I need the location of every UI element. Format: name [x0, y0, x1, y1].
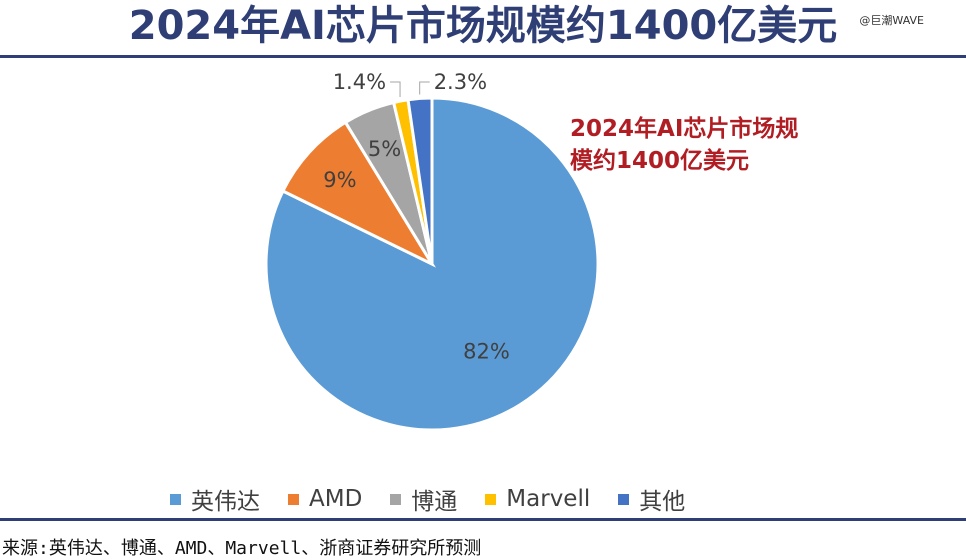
chart-title: 2024年AI芯片市场规模约1400亿美元	[128, 3, 838, 49]
legend-item-marvell: Marvell	[485, 486, 590, 512]
data-label: 9%	[323, 168, 356, 192]
leader-line	[390, 81, 401, 98]
legend-label: 其他	[639, 489, 686, 515]
data-label: 5%	[368, 137, 401, 161]
legend-swatch	[170, 493, 181, 505]
legend-label: 英伟达	[191, 489, 260, 515]
chart-legend: 英伟达 AMD 博通 Marvell 其他	[170, 482, 685, 516]
slice-amd	[280, 120, 436, 268]
annotation-line-2: 模约1400亿美元	[570, 148, 750, 174]
pie-chart: 82% 9% 5% 1.4% 2.3%	[264, 70, 600, 432]
leader-line	[419, 81, 430, 95]
legend-item-nvidia: 英伟达	[170, 482, 260, 516]
data-label: 1.4%	[333, 70, 386, 94]
annotation-line-1: 2024年AI芯片市场规	[570, 116, 799, 142]
legend-item-broadcom: 博通	[390, 482, 457, 516]
top-divider	[0, 55, 966, 58]
bottom-divider	[0, 518, 966, 521]
legend-item-other: 其他	[618, 482, 685, 516]
slice-nvidia	[264, 96, 600, 432]
source-note: 来源:英伟达、博通、AMD、Marvell、浙商证券研究所预测	[2, 538, 482, 559]
data-label: 82%	[463, 339, 510, 363]
legend-label: Marvell	[506, 486, 591, 512]
legend-swatch	[288, 493, 299, 505]
legend-swatch	[485, 493, 497, 505]
legend-swatch	[618, 493, 630, 505]
slice-other	[406, 96, 434, 265]
legend-swatch	[390, 493, 402, 505]
data-label: 2.3%	[434, 70, 487, 94]
legend-label: 博通	[411, 489, 458, 515]
chart-annotation: 2024年AI芯片市场规 模约1400亿美元	[570, 113, 870, 177]
watermark: @巨潮WAVE	[859, 14, 924, 27]
legend-item-amd: AMD	[288, 486, 362, 512]
legend-label: AMD	[309, 486, 363, 512]
